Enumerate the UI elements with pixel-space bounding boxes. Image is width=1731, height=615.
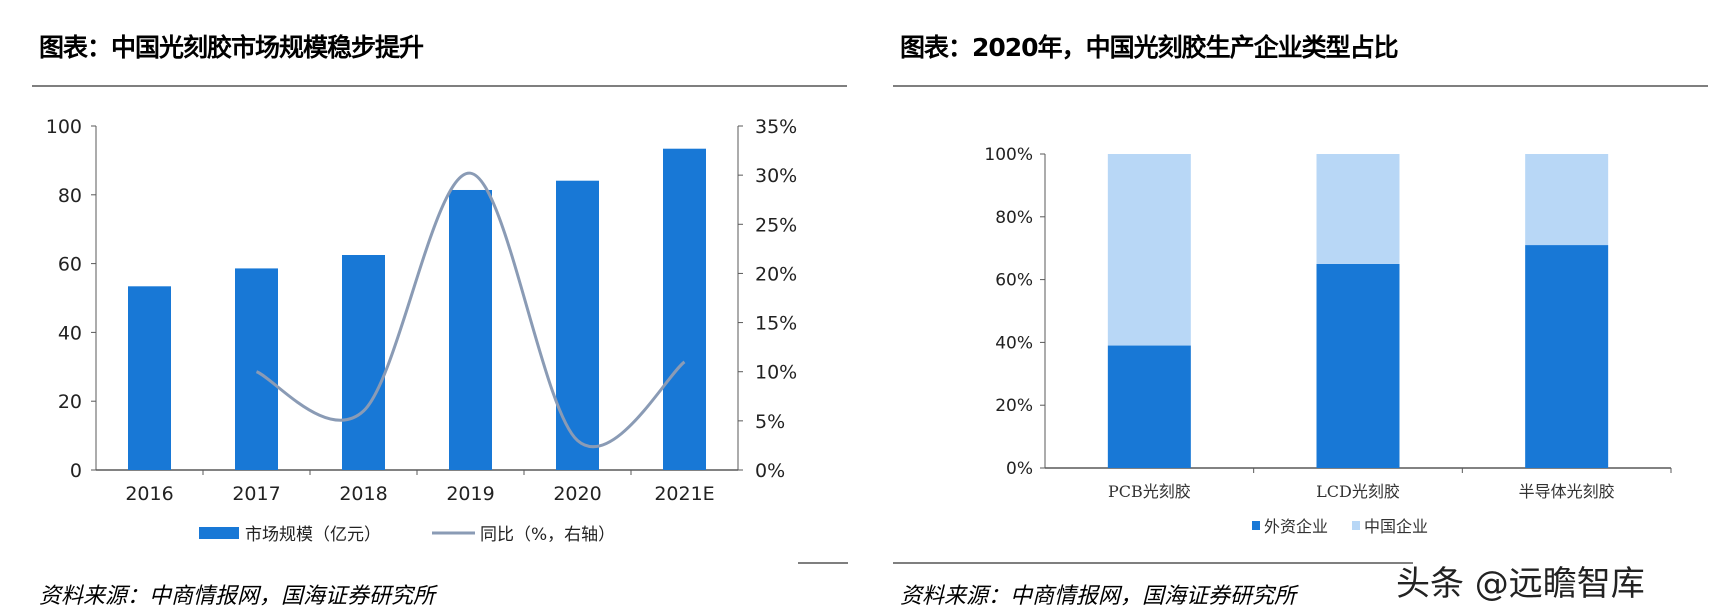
stacked-x-tick-label: 半导体光刻胶 [1519,482,1615,501]
legend-swatch-bar [199,527,239,539]
bar-2021E [663,148,706,471]
bar-2020 [556,180,599,471]
y-tick-label: 0 [70,460,82,482]
growth-line [255,171,686,449]
y2-tick-label: 15% [755,313,797,335]
bar-segment-0-1 [1316,263,1400,468]
stacked-y-tick-label: 0% [1006,459,1033,479]
y-tick-label: 80 [58,185,82,207]
y2-tick-label: 25% [755,214,797,236]
stacked-y-tick-label: 20% [995,396,1033,416]
right-chart-title: 图表：2020年，中国光刻胶生产企业类型占比 [900,33,1399,62]
y-tick-label: 20 [58,391,82,413]
x-tick-label: 2016 [125,483,173,505]
bar-2016 [128,286,171,470]
stacked-y-tick-label: 40% [995,333,1033,353]
y2-tick-label: 20% [755,263,797,285]
right-title-divider [893,85,1708,87]
left-source-note: 资料来源：中商情报网，国海证券研究所 [39,584,436,609]
right-source-note: 资料来源：中商情报网，国海证券研究所 [900,584,1297,609]
watermark: 头条 @远瞻智库 [1396,564,1645,604]
right-footer-divider [893,562,1413,564]
bar-2017 [235,268,278,470]
bar-2019 [449,189,492,470]
left-chart-title: 图表：中国光刻胶市场规模稳步提升 [39,33,424,62]
bar-segment-1-1 [1316,154,1400,264]
y2-tick-label: 5% [755,411,785,433]
stacked-y-tick-label: 100% [984,145,1033,165]
y-tick-label: 60 [58,254,82,276]
x-tick-label: 2017 [232,483,280,505]
x-tick-label: 2019 [446,483,494,505]
stacked-y-tick-label: 80% [995,208,1033,228]
y2-tick-label: 30% [755,165,797,187]
y2-tick-label: 10% [755,362,797,384]
stacked-y-tick-label: 60% [995,271,1033,291]
bar-segment-1-0 [1107,154,1191,346]
bar-segment-0-2 [1525,245,1609,468]
left-footer-divider [798,562,848,564]
bar-segment-0-0 [1107,345,1191,468]
y2-tick-label: 35% [755,116,797,138]
y2-tick-label: 0% [755,460,785,482]
legend-label-1: 中国企业 [1364,517,1428,536]
y-tick-label: 40 [58,322,82,344]
x-tick-label: 2018 [339,483,387,505]
y-tick-label: 100 [46,116,82,138]
x-tick-label: 2021E [654,483,714,505]
x-tick-label: 2020 [553,483,601,505]
left-title-divider [32,85,847,87]
legend-swatch-0 [1252,521,1260,530]
legend-label-line: 同比（%，右轴） [480,525,615,545]
legend-label-0: 外资企业 [1264,517,1328,536]
stacked-x-tick-label: LCD光刻胶 [1316,482,1400,501]
stacked-x-tick-label: PCB光刻胶 [1108,482,1191,501]
legend-swatch-1 [1352,521,1360,530]
legend-label-bar: 市场规模（亿元） [245,525,381,545]
bar-segment-1-2 [1525,154,1609,246]
bar-2018 [342,255,385,470]
